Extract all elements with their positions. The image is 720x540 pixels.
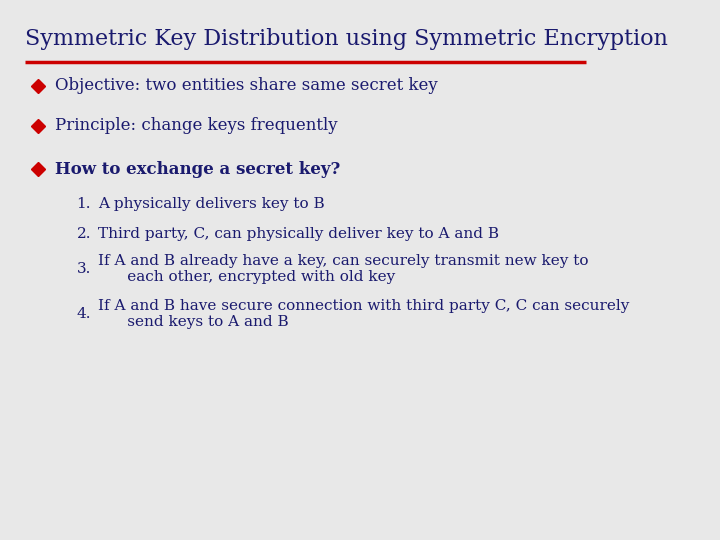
Text: A physically delivers key to B: A physically delivers key to B <box>98 197 324 211</box>
Text: 2.: 2. <box>76 227 91 241</box>
Text: 3.: 3. <box>76 262 91 276</box>
Text: Symmetric Key Distribution using Symmetric Encryption: Symmetric Key Distribution using Symmetr… <box>25 28 668 50</box>
Text: If A and B have secure connection with third party C, C can securely
      send : If A and B have secure connection with t… <box>98 299 629 329</box>
Text: 4.: 4. <box>76 307 91 321</box>
Text: Third party, C, can physically deliver key to A and B: Third party, C, can physically deliver k… <box>98 227 499 241</box>
Text: 1.: 1. <box>76 197 91 211</box>
Text: If A and B already have a key, can securely transmit new key to
      each other: If A and B already have a key, can secur… <box>98 254 588 284</box>
Text: Principle: change keys frequently: Principle: change keys frequently <box>55 118 338 134</box>
Text: Objective: two entities share same secret key: Objective: two entities share same secre… <box>55 78 438 94</box>
Text: How to exchange a secret key?: How to exchange a secret key? <box>55 160 341 178</box>
